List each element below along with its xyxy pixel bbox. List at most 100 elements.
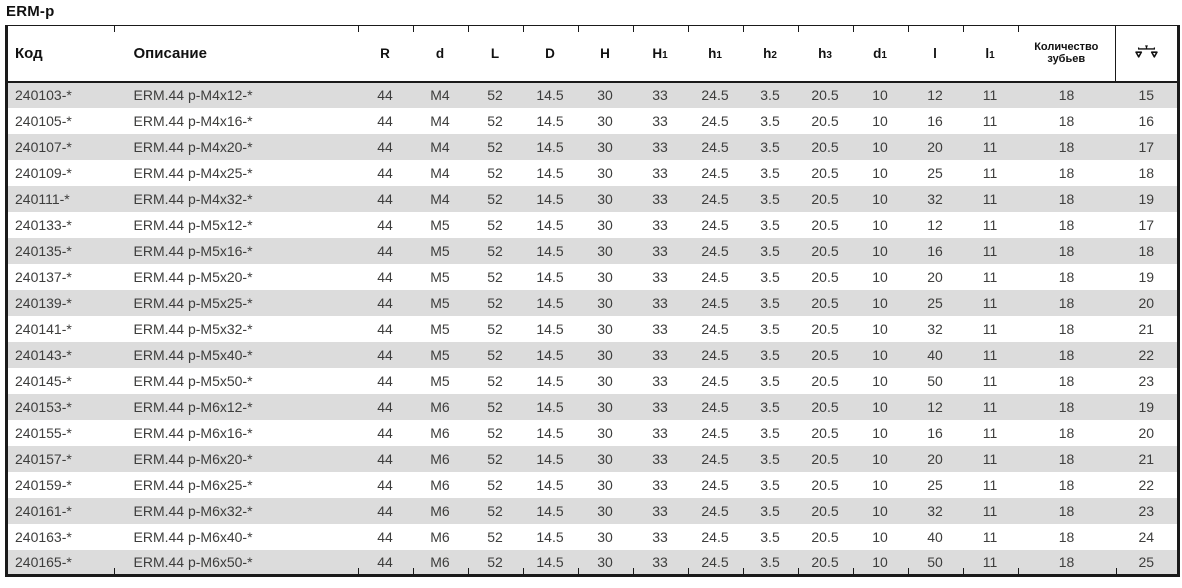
cell-description: ERM.44 p-M4x20-*	[133, 138, 253, 155]
cell-weight-kg: 18	[1138, 164, 1155, 181]
cell-teeth-count: 18	[1058, 294, 1075, 311]
col-header-description: Описание	[113, 25, 358, 83]
col-header-h3: h3	[797, 25, 853, 83]
table-body: 240103-* ERM.44 p-M4x12-* 44 M4 52 14.5 30 33 24…	[6, 81, 1179, 576]
col-header-label: R	[380, 45, 390, 61]
cell-weight-kg: 16	[1138, 112, 1155, 129]
cell-L: 52	[487, 190, 503, 207]
col-header-label: L	[490, 45, 500, 61]
cell-d: M5	[430, 320, 450, 337]
cell-H: 30	[597, 294, 613, 311]
cell-d1: 10	[872, 268, 888, 285]
cell-code: 240105-*	[15, 112, 72, 129]
col-header-label: Код	[15, 44, 43, 62]
table-row: 240137-* ERM.44 p-M5x20-* 44 M5 52 14.5 30 33 24…	[7, 264, 1179, 290]
col-header-code: Код	[6, 25, 114, 83]
cell-H1: 33	[652, 502, 668, 519]
cell-R: 44	[377, 112, 393, 129]
cell-R: 44	[377, 424, 393, 441]
cell-D: 14.5	[536, 372, 564, 389]
cell-weight-kg: 22	[1138, 476, 1155, 493]
cell-d1: 10	[872, 242, 888, 259]
cell-l: 32	[927, 502, 943, 519]
cell-H1: 33	[652, 528, 668, 545]
cell-d: M6	[430, 502, 450, 519]
col-header-label: l	[985, 45, 990, 61]
cell-H1: 33	[652, 242, 668, 259]
cell-h1: 24.5	[701, 268, 729, 285]
cell-teeth-count: 18	[1058, 216, 1075, 233]
cell-description: ERM.44 p-M5x16-*	[133, 242, 253, 259]
cell-L: 52	[487, 164, 503, 181]
cell-h3: 20.5	[811, 528, 839, 545]
table-row: 240157-* ERM.44 p-M6x20-* 44 M6 52 14.5 30 33 24…	[6, 445, 1179, 472]
cell-d: M4	[430, 164, 450, 181]
cell-H1: 33	[652, 294, 668, 311]
col-header-subscript: 1	[881, 49, 887, 61]
cell-code: 240139-*	[15, 294, 72, 311]
cell-h2: 3.5	[760, 528, 780, 545]
cell-l1: 11	[982, 190, 998, 207]
cell-teeth-count: 18	[1058, 320, 1075, 337]
cell-h3: 20.5	[811, 242, 839, 259]
cell-description: ERM.44 p-M5x20-*	[133, 268, 253, 285]
cell-d: M5	[430, 372, 450, 389]
cell-l: 25	[927, 164, 943, 181]
cell-L: 52	[487, 87, 503, 103]
cell-l1: 11	[982, 528, 998, 545]
col-header-weight	[1115, 25, 1179, 83]
cell-D: 14.5	[536, 268, 564, 285]
cell-d: M4	[430, 138, 450, 155]
cell-code: 240141-*	[15, 320, 72, 337]
cell-teeth-count: 18	[1058, 242, 1075, 259]
col-header-d1: d1	[852, 25, 908, 83]
cell-weight-kg: 22	[1138, 346, 1155, 363]
cell-h1: 24.5	[701, 242, 729, 259]
cell-d1: 10	[872, 476, 888, 493]
cell-teeth-count: 18	[1058, 112, 1075, 129]
cell-H: 30	[597, 346, 613, 363]
cell-H1: 33	[632, 549, 688, 576]
cell-L: 52	[467, 549, 523, 576]
table-row: 240133-* ERM.44 p-M5x12-* 44 M5 52 14.5 30 33 24…	[7, 212, 1179, 238]
cell-d1: 10	[872, 216, 888, 233]
cell-h1: 24.5	[701, 372, 729, 389]
cell-h3: 20.5	[811, 372, 839, 389]
cell-d: M6	[430, 398, 450, 415]
cell-teeth-count: 18	[1058, 424, 1075, 441]
cell-code: 240143-*	[15, 346, 72, 363]
cell-R: 44	[377, 398, 393, 415]
cell-d: M5	[430, 216, 450, 233]
cell-code: 240135-*	[15, 242, 72, 259]
cell-D: 14.5	[536, 424, 564, 441]
cell-h1: 24.5	[701, 320, 729, 337]
cell-description: ERM.44 p-M5x32-*	[133, 320, 253, 337]
cell-h1: 24.5	[701, 190, 729, 207]
cell-l1: 11	[982, 216, 998, 233]
cell-teeth-count: 18	[1058, 346, 1075, 363]
cell-l1: 11	[982, 372, 998, 389]
cell-H1: 33	[652, 112, 668, 129]
cell-h2: 3.5	[760, 242, 780, 259]
cell-l1: 11	[982, 346, 998, 363]
table-header: Код Описание R d L D H H1 h1 h2 h3 d1 l …	[6, 25, 1179, 83]
cell-D: 14.5	[536, 294, 564, 311]
cell-d: M6	[430, 476, 450, 493]
col-header-h1: h1	[687, 25, 743, 83]
cell-weight-kg: 15	[1138, 87, 1155, 103]
cell-d: M6	[430, 450, 450, 467]
balance-scale-icon	[1135, 45, 1158, 58]
cell-weight-kg: 20	[1138, 424, 1155, 441]
cell-L: 52	[487, 528, 503, 545]
col-header-l: l	[907, 25, 963, 83]
cell-h1: 24.5	[701, 164, 729, 181]
cell-h2: 3.5	[760, 112, 780, 129]
col-header-subscript: 1	[989, 49, 995, 61]
cell-l1: 11	[982, 294, 998, 311]
cell-H: 30	[597, 138, 613, 155]
cell-l1: 11	[962, 549, 1018, 576]
cell-code: 240163-*	[15, 528, 72, 545]
cell-h1: 24.5	[701, 138, 729, 155]
cell-h1: 24.5	[701, 216, 729, 233]
cell-code: 240157-*	[15, 450, 72, 467]
